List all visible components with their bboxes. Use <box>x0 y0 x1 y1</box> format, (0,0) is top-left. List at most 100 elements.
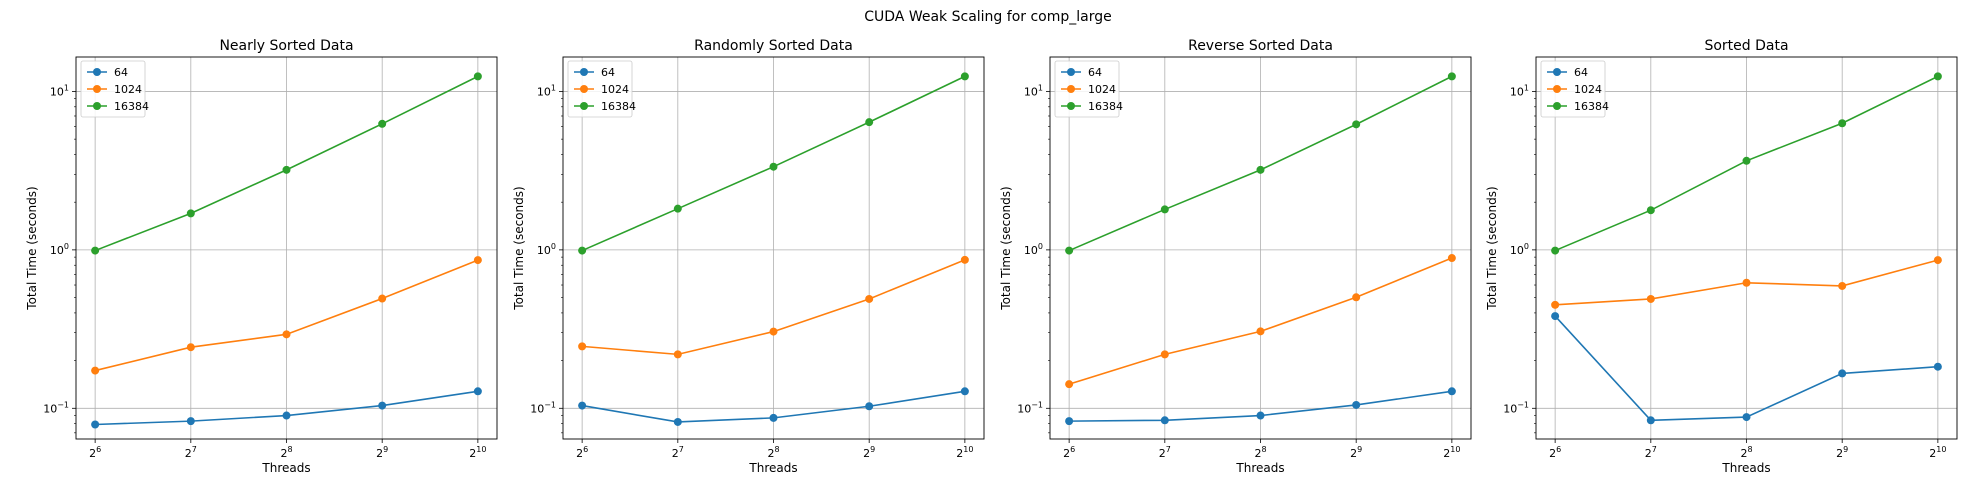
y-axis-label: Total Time (seconds) <box>999 186 1013 310</box>
data-point-16384 <box>1742 156 1751 165</box>
y-tick-label: 100 <box>50 242 69 257</box>
data-point-16384 <box>1065 246 1074 255</box>
x-tick-base: 2 <box>1254 447 1261 460</box>
y-tick-exponent: 1 <box>64 83 69 92</box>
x-tick-exponent: 9 <box>383 445 388 454</box>
y-axis-label: Total Time (seconds) <box>25 186 39 310</box>
x-tick-label: 27 <box>185 445 197 460</box>
data-point-16384 <box>865 118 874 127</box>
data-point-16384 <box>186 209 195 218</box>
y-tick-base: 10 <box>43 402 57 415</box>
data-point-1024 <box>473 256 482 265</box>
y-tick-exponent: 0 <box>1524 242 1529 251</box>
y-axis-label: Total Time (seconds) <box>512 186 526 310</box>
data-point-1024 <box>282 330 291 339</box>
data-point-16384 <box>1551 246 1560 255</box>
x-tick-label: 29 <box>1836 445 1848 460</box>
x-tick-exponent: 9 <box>1843 445 1848 454</box>
y-tick-label: 101 <box>1510 83 1529 98</box>
y-tick-label: 10−1 <box>43 400 69 415</box>
legend-label: 1024 <box>114 83 142 96</box>
axes-frame <box>75 56 498 440</box>
data-point-16384 <box>1256 165 1265 174</box>
data-point-64 <box>1551 312 1560 321</box>
legend-marker-16384 <box>1553 102 1561 110</box>
x-tick-base: 2 <box>767 447 774 460</box>
data-point-64 <box>1447 387 1456 396</box>
x-tick-label: 210 <box>1443 445 1460 460</box>
y-tick-label: 10−1 <box>530 400 556 415</box>
y-tick-exponent: 1 <box>551 83 556 92</box>
x-axis-label: Threads <box>748 461 797 475</box>
x-tick-exponent: 8 <box>1747 445 1752 454</box>
data-point-64 <box>1256 411 1265 420</box>
legend-label: 16384 <box>601 100 636 113</box>
legend-label: 1024 <box>1574 83 1602 96</box>
y-tick-base: 10 <box>1503 402 1517 415</box>
axes-frame <box>1049 56 1472 440</box>
y-tick-label: 101 <box>50 83 69 98</box>
subplot-title: Sorted Data <box>1704 38 1788 54</box>
y-axis-label: Total Time (seconds) <box>1485 186 1499 310</box>
x-tick-exponent: 10 <box>963 445 973 454</box>
subplot-title: Nearly Sorted Data <box>219 38 353 54</box>
y-tick-base: 10 <box>537 85 551 98</box>
x-tick-exponent: 8 <box>287 445 292 454</box>
x-tick-base: 2 <box>1063 447 1070 460</box>
data-point-1024 <box>1646 294 1655 303</box>
x-axis-label: Threads <box>1721 461 1770 475</box>
x-tick-exponent: 6 <box>1070 445 1075 454</box>
x-tick-label: 27 <box>1159 445 1171 460</box>
x-tick-label: 27 <box>1645 445 1657 460</box>
x-axis-label: Threads <box>1235 461 1284 475</box>
data-point-1024 <box>960 255 969 264</box>
x-tick-label: 29 <box>376 445 388 460</box>
y-tick-base: 10 <box>50 85 64 98</box>
data-point-64 <box>378 401 387 410</box>
data-point-64 <box>1933 362 1942 371</box>
x-tick-base: 2 <box>576 447 583 460</box>
data-point-16384 <box>1646 206 1655 215</box>
x-tick-label: 28 <box>280 445 292 460</box>
x-tick-exponent: 10 <box>1450 445 1460 454</box>
y-tick-exponent: 0 <box>1038 242 1043 251</box>
data-point-64 <box>1742 413 1751 422</box>
legend-label: 64 <box>114 66 128 79</box>
y-tick-base: 10 <box>1510 244 1524 257</box>
y-tick-exponent: 0 <box>64 242 69 251</box>
y-tick-exponent: 0 <box>551 242 556 251</box>
data-point-1024 <box>1065 380 1074 389</box>
legend-label: 16384 <box>114 100 149 113</box>
data-point-16384 <box>1352 120 1361 129</box>
data-point-1024 <box>1742 278 1751 287</box>
data-point-64 <box>186 417 195 426</box>
y-tick-base: 10 <box>530 402 544 415</box>
y-tick-exponent: −1 <box>57 400 69 409</box>
legend-marker-64 <box>580 68 588 76</box>
data-point-64 <box>1838 369 1847 378</box>
y-tick-label: 100 <box>537 242 556 257</box>
data-point-64 <box>865 402 874 411</box>
data-point-1024 <box>769 327 778 336</box>
legend-label: 64 <box>601 66 615 79</box>
data-point-1024 <box>673 350 682 359</box>
x-tick-exponent: 6 <box>583 445 588 454</box>
data-point-1024 <box>1256 327 1265 336</box>
data-point-16384 <box>1838 119 1847 128</box>
x-tick-label: 29 <box>863 445 875 460</box>
x-tick-exponent: 7 <box>1166 445 1171 454</box>
y-tick-base: 10 <box>1510 85 1524 98</box>
y-tick-base: 10 <box>537 244 551 257</box>
data-point-16384 <box>769 162 778 171</box>
x-tick-label: 210 <box>1929 445 1946 460</box>
data-point-16384 <box>578 246 587 255</box>
data-point-16384 <box>91 246 100 255</box>
data-point-64 <box>578 401 587 410</box>
x-tick-label: 28 <box>767 445 779 460</box>
data-point-16384 <box>673 204 682 213</box>
legend-label: 64 <box>1574 66 1588 79</box>
legend-label: 1024 <box>1088 83 1116 96</box>
y-tick-base: 10 <box>50 244 64 257</box>
